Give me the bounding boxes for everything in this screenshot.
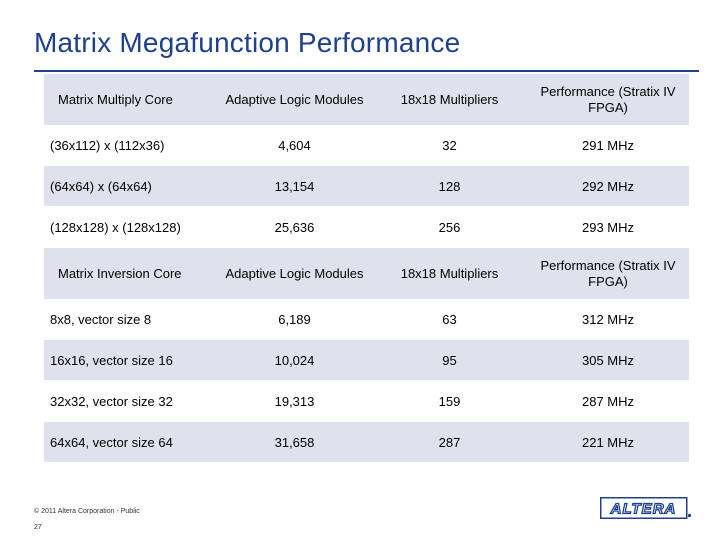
svg-text:ALTERA: ALTERA xyxy=(610,501,677,518)
table-cell: 287 xyxy=(372,421,527,463)
table-cell: 63 xyxy=(372,299,527,340)
table-cell: 31,658 xyxy=(217,421,372,463)
table-cell: 305 MHz xyxy=(527,339,689,381)
table-row: (128x128) x (128x128) 25,636 256 293 MHz xyxy=(44,206,689,248)
table-cell: 293 MHz xyxy=(527,206,689,248)
table-cell: (36x112) x (112x36) xyxy=(44,125,217,166)
copyright-notice: © 2011 Altera Corporation - Public xyxy=(34,508,140,515)
table-cell: 64x64, vector size 64 xyxy=(44,421,217,463)
table-cell: 95 xyxy=(372,339,527,381)
table-cell: 13,154 xyxy=(217,165,372,207)
header-cell: Adaptive Logic Modules xyxy=(217,247,372,299)
table-cell: 19,313 xyxy=(217,380,372,422)
table-row: 8x8, vector size 8 6,189 63 312 MHz xyxy=(44,299,689,340)
header-cell: Performance (Stratix IV FPGA) xyxy=(527,247,689,299)
table-row: 64x64, vector size 64 31,658 287 221 MHz xyxy=(44,421,689,463)
table-cell: 312 MHz xyxy=(527,299,689,340)
table-cell: 159 xyxy=(372,380,527,422)
table-cell: 32 xyxy=(372,125,527,166)
table-cell: 292 MHz xyxy=(527,165,689,207)
table-cell: 32x32, vector size 32 xyxy=(44,380,217,422)
table-cell: (64x64) x (64x64) xyxy=(44,165,217,207)
header-cell: Performance (Stratix IV FPGA) xyxy=(527,74,689,125)
table-cell: 287 MHz xyxy=(527,380,689,422)
table-row: (36x112) x (112x36) 4,604 32 291 MHz xyxy=(44,125,689,166)
table-cell: 128 xyxy=(372,165,527,207)
header-cell: Adaptive Logic Modules xyxy=(217,74,372,125)
table-cell: 6,189 xyxy=(217,299,372,340)
slide-title: Matrix Megafunction Performance xyxy=(34,27,461,58)
header-cell: 18x18 Multipliers xyxy=(372,74,527,125)
header-cell: Matrix Multiply Core xyxy=(44,74,217,125)
table-cell: 16x16, vector size 16 xyxy=(44,339,217,381)
multiply-header-row: Matrix Multiply Core Adaptive Logic Modu… xyxy=(44,74,689,125)
table-row: (64x64) x (64x64) 13,154 128 292 MHz xyxy=(44,165,689,207)
header-cell: Matrix Inversion Core xyxy=(44,247,217,299)
header-cell: 18x18 Multipliers xyxy=(372,247,527,299)
altera-logo: ALTERA xyxy=(600,497,692,519)
table-cell: 256 xyxy=(372,206,527,248)
table-cell: 8x8, vector size 8 xyxy=(44,299,217,340)
table-cell: 4,604 xyxy=(217,125,372,166)
table-row: 32x32, vector size 32 19,313 159 287 MHz xyxy=(44,380,689,422)
performance-table: Matrix Multiply Core Adaptive Logic Modu… xyxy=(44,74,689,463)
table-cell: (128x128) x (128x128) xyxy=(44,206,217,248)
inversion-header-row: Matrix Inversion Core Adaptive Logic Mod… xyxy=(44,247,689,299)
title-underline xyxy=(34,70,699,72)
page-number: 27 xyxy=(34,524,42,531)
table-cell: 221 MHz xyxy=(527,421,689,463)
table-cell: 291 MHz xyxy=(527,125,689,166)
table-cell: 10,024 xyxy=(217,339,372,381)
table-row: 16x16, vector size 16 10,024 95 305 MHz xyxy=(44,339,689,381)
table-cell: 25,636 xyxy=(217,206,372,248)
